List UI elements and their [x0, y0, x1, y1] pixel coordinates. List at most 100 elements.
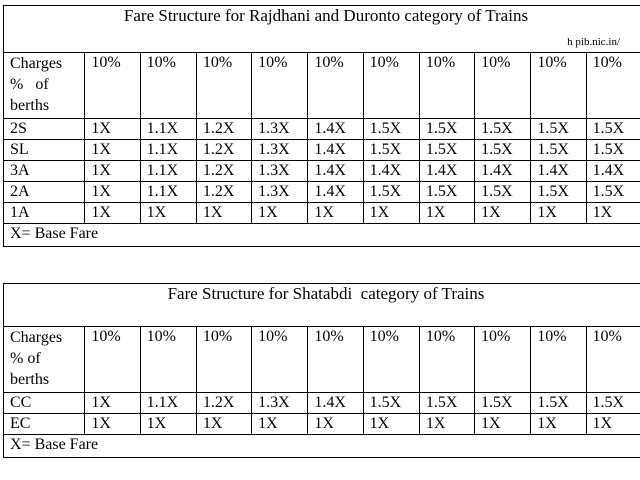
fare-cell: 1X: [84, 160, 141, 182]
percent-header: 10%: [362, 326, 420, 393]
fare-cell: 1.5X: [474, 139, 532, 161]
table-row: 2S 1X 1.1X 1.2X 1.3X 1.4X 1.5X 1.5X 1.5X…: [2, 118, 640, 140]
table-title-text: Fare Structure for Shatabdi category of …: [167, 284, 485, 303]
base-fare-note: X= Base Fare: [3, 434, 640, 458]
fare-cell: 1.1X: [139, 118, 197, 140]
fare-cell: 1X: [139, 413, 197, 435]
fare-cell: 1X: [84, 181, 141, 203]
percent-header: 10%: [418, 52, 476, 119]
fare-cell: 1.3X: [251, 392, 309, 414]
percent-header: 10%: [585, 326, 640, 393]
class-label: SL: [2, 139, 86, 161]
fare-cell: 1.5X: [418, 392, 476, 414]
fare-cell: 1.3X: [251, 139, 309, 161]
percent-header: 10%: [474, 326, 532, 393]
fare-cell: 1X: [307, 202, 364, 224]
fare-cell: 1.5X: [362, 139, 420, 161]
fare-cell: 1.2X: [195, 392, 253, 414]
table-row: 1A 1X 1X 1X 1X 1X 1X 1X 1X 1X 1X: [2, 202, 640, 224]
fare-cell: 1.1X: [139, 139, 197, 161]
fare-cell: 1X: [418, 413, 476, 435]
table-row: 2A 1X 1.1X 1.2X 1.3X 1.4X 1.5X 1.5X 1.5X…: [2, 181, 640, 203]
fare-cell: 1X: [362, 413, 420, 435]
rajdhani-duronto-fare-table: Fare Structure for Rajdhani and Duronto …: [2, 5, 640, 247]
fare-cell: 1X: [418, 202, 476, 224]
fare-cell: 1.5X: [362, 181, 420, 203]
class-label: 2S: [2, 118, 86, 140]
percent-header: 10%: [418, 326, 476, 393]
fare-cell: 1.5X: [530, 139, 587, 161]
fare-cell: 1X: [195, 202, 253, 224]
fare-cell: 1X: [84, 413, 141, 435]
fare-cell: 1.5X: [530, 392, 587, 414]
fare-cell: 1X: [307, 413, 364, 435]
class-label: 3A: [2, 160, 86, 182]
fare-cell: 1.3X: [251, 181, 309, 203]
table-row: 3A 1X 1.1X 1.2X 1.3X 1.4X 1.4X 1.4X 1.4X…: [2, 160, 640, 182]
table-row: CC 1X 1.1X 1.2X 1.3X 1.4X 1.5X 1.5X 1.5X…: [2, 392, 640, 414]
fare-cell: 1X: [585, 413, 640, 435]
fare-cell: 1X: [362, 202, 420, 224]
percent-header: 10%: [251, 326, 309, 393]
table-title: Fare Structure for Rajdhani and Duronto …: [3, 5, 640, 53]
fare-cell: 1.2X: [195, 160, 253, 182]
fare-cell: 1X: [474, 413, 532, 435]
fare-cell: 1X: [84, 118, 141, 140]
fare-cell: 1.5X: [585, 139, 640, 161]
fare-cell: 1X: [251, 202, 309, 224]
fare-cell: 1X: [585, 202, 640, 224]
fare-cell: 1X: [530, 202, 587, 224]
fare-cell: 1.1X: [139, 160, 197, 182]
percent-header: 10%: [84, 52, 141, 119]
fare-cell: 1.5X: [474, 392, 532, 414]
fare-cell: 1.4X: [474, 160, 532, 182]
fare-cell: 1.4X: [307, 160, 364, 182]
percent-header: 10%: [251, 52, 309, 119]
fare-cell: 1.4X: [362, 160, 420, 182]
fare-cell: 1.5X: [585, 392, 640, 414]
percent-header: 10%: [84, 326, 141, 393]
fare-cell: 1.4X: [307, 118, 364, 140]
fare-cell: 1.5X: [474, 181, 532, 203]
class-label: EC: [2, 413, 86, 435]
percent-header: 10%: [307, 326, 364, 393]
fare-cell: 1.1X: [139, 181, 197, 203]
fare-cell: 1.5X: [418, 181, 476, 203]
fare-cell: 1.3X: [251, 118, 309, 140]
fare-cell: 1.5X: [418, 139, 476, 161]
fare-cell: 1.4X: [530, 160, 587, 182]
fare-cell: 1.5X: [362, 392, 420, 414]
percent-header: 10%: [195, 326, 253, 393]
percent-header: 10%: [307, 52, 364, 119]
fare-cell: 1.5X: [585, 118, 640, 140]
percent-header: 10%: [585, 52, 640, 119]
fare-cell: 1.5X: [362, 118, 420, 140]
percent-header: 10%: [530, 52, 587, 119]
table-row: SL 1X 1.1X 1.2X 1.3X 1.4X 1.5X 1.5X 1.5X…: [2, 139, 640, 161]
fare-cell: 1.4X: [418, 160, 476, 182]
base-fare-note: X= Base Fare: [3, 223, 640, 247]
fare-cell: 1.5X: [585, 181, 640, 203]
percent-header: 10%: [530, 326, 587, 393]
table-title: Fare Structure for Shatabdi category of …: [3, 283, 640, 327]
header-label: Charges % of berths: [2, 326, 86, 393]
table-title-text: Fare Structure for Rajdhani and Duronto …: [123, 6, 529, 25]
percent-header: 10%: [195, 52, 253, 119]
fare-cell: 1.5X: [474, 118, 532, 140]
class-label: CC: [2, 392, 86, 414]
fare-cell: 1.4X: [585, 160, 640, 182]
fare-cell: 1X: [474, 202, 532, 224]
shatabdi-fare-table: Fare Structure for Shatabdi category of …: [2, 283, 640, 458]
class-label: 2A: [2, 181, 86, 203]
header-label: Charges % of berths: [2, 52, 86, 119]
table-row: EC 1X 1X 1X 1X 1X 1X 1X 1X 1X 1X: [2, 413, 640, 435]
fare-cell: 1X: [251, 413, 309, 435]
fare-cell: 1.4X: [307, 181, 364, 203]
fare-cell: 1X: [139, 202, 197, 224]
fare-cell: 1.4X: [307, 139, 364, 161]
percent-header: 10%: [139, 52, 197, 119]
fare-cell: 1X: [84, 202, 141, 224]
class-label: 1A: [2, 202, 86, 224]
fare-cell: 1X: [195, 413, 253, 435]
fare-cell: 1.4X: [307, 392, 364, 414]
